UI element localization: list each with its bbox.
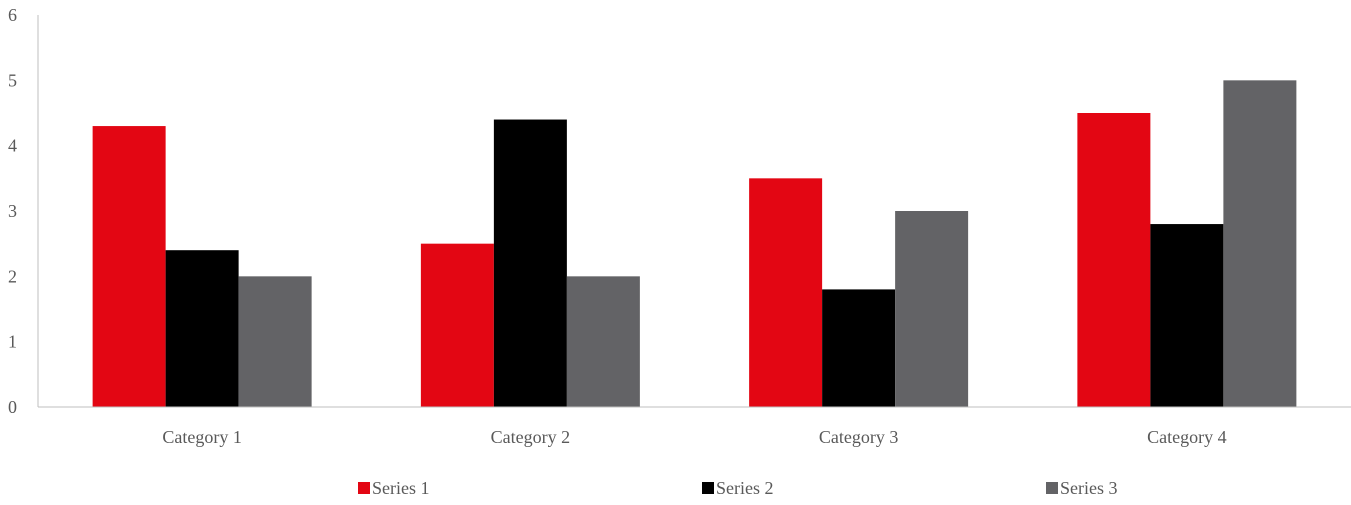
y-tick-label: 3 — [8, 201, 17, 221]
y-tick-label: 6 — [8, 5, 17, 25]
legend-label: Series 1 — [372, 478, 430, 498]
bar-series-1-category-4 — [1077, 113, 1151, 407]
y-tick-label: 5 — [8, 70, 17, 90]
bar-series-1-category-2 — [420, 243, 494, 407]
bar-series-1-category-1 — [92, 126, 166, 408]
legend-swatch — [1046, 482, 1058, 494]
y-tick-label: 4 — [8, 136, 17, 156]
legend-label: Series 3 — [1060, 478, 1118, 498]
x-tick-label: Category 3 — [819, 427, 898, 447]
bar-series-3-category-4 — [1223, 80, 1297, 407]
bar-series-2-category-2 — [493, 119, 567, 408]
x-tick-label: Category 4 — [1147, 427, 1226, 447]
bar-series-3-category-3 — [895, 211, 969, 407]
bar-series-1-category-3 — [749, 178, 823, 407]
legend-item-series-1: Series 1 — [358, 478, 430, 498]
legend-swatch — [702, 482, 714, 494]
legend-swatch — [358, 482, 370, 494]
bars — [92, 80, 1297, 408]
y-tick-label: 1 — [8, 332, 17, 352]
legend-item-series-3: Series 3 — [1046, 478, 1118, 498]
legend-label: Series 2 — [716, 478, 774, 498]
x-tick-label: Category 1 — [162, 427, 241, 447]
bar-series-2-category-4 — [1150, 224, 1224, 407]
x-tick-label: Category 2 — [491, 427, 570, 447]
bar-series-3-category-1 — [238, 276, 312, 407]
legend-item-series-2: Series 2 — [702, 478, 774, 498]
bar-series-2-category-3 — [822, 289, 896, 407]
y-tick-label: 0 — [8, 397, 17, 417]
x-axis-labels: Category 1 Category 2 Category 3 Category 4 — [162, 427, 1226, 447]
y-tick-label: 2 — [8, 266, 17, 286]
y-axis-ticks: 0 1 2 3 4 5 6 — [8, 5, 17, 417]
bar-series-3-category-2 — [566, 276, 640, 407]
legend: Series 1 Series 2 Series 3 — [358, 478, 1118, 498]
bar-series-2-category-1 — [165, 250, 239, 407]
